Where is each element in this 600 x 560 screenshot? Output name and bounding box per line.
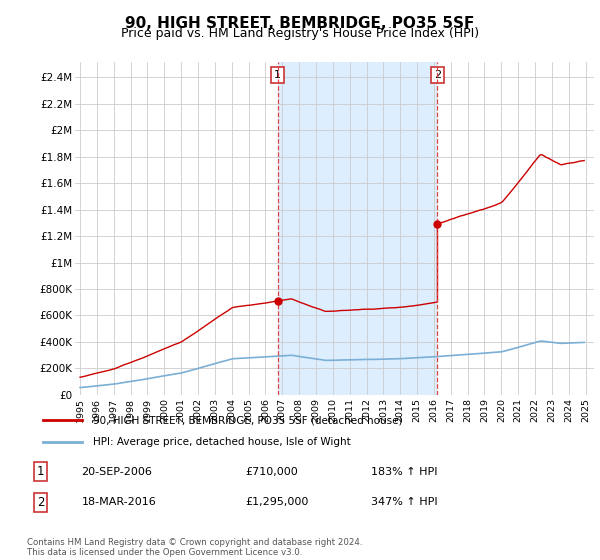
Text: Price paid vs. HM Land Registry's House Price Index (HPI): Price paid vs. HM Land Registry's House … <box>121 27 479 40</box>
Text: Contains HM Land Registry data © Crown copyright and database right 2024.
This d: Contains HM Land Registry data © Crown c… <box>27 538 362 557</box>
Text: 183% ↑ HPI: 183% ↑ HPI <box>371 466 437 477</box>
Text: 90, HIGH STREET, BEMBRIDGE, PO35 5SF: 90, HIGH STREET, BEMBRIDGE, PO35 5SF <box>125 16 475 31</box>
Text: HPI: Average price, detached house, Isle of Wight: HPI: Average price, detached house, Isle… <box>92 437 350 447</box>
Text: 2: 2 <box>37 496 44 509</box>
Text: 347% ↑ HPI: 347% ↑ HPI <box>371 497 437 507</box>
Text: 2: 2 <box>434 70 441 80</box>
Text: 1: 1 <box>37 465 44 478</box>
Text: 20-SEP-2006: 20-SEP-2006 <box>82 466 152 477</box>
Text: £710,000: £710,000 <box>245 466 298 477</box>
Text: 1: 1 <box>274 70 281 80</box>
Text: 18-MAR-2016: 18-MAR-2016 <box>82 497 157 507</box>
Text: £1,295,000: £1,295,000 <box>245 497 309 507</box>
Bar <box>278 62 437 395</box>
Text: 90, HIGH STREET, BEMBRIDGE, PO35 5SF (detached house): 90, HIGH STREET, BEMBRIDGE, PO35 5SF (de… <box>92 415 402 425</box>
